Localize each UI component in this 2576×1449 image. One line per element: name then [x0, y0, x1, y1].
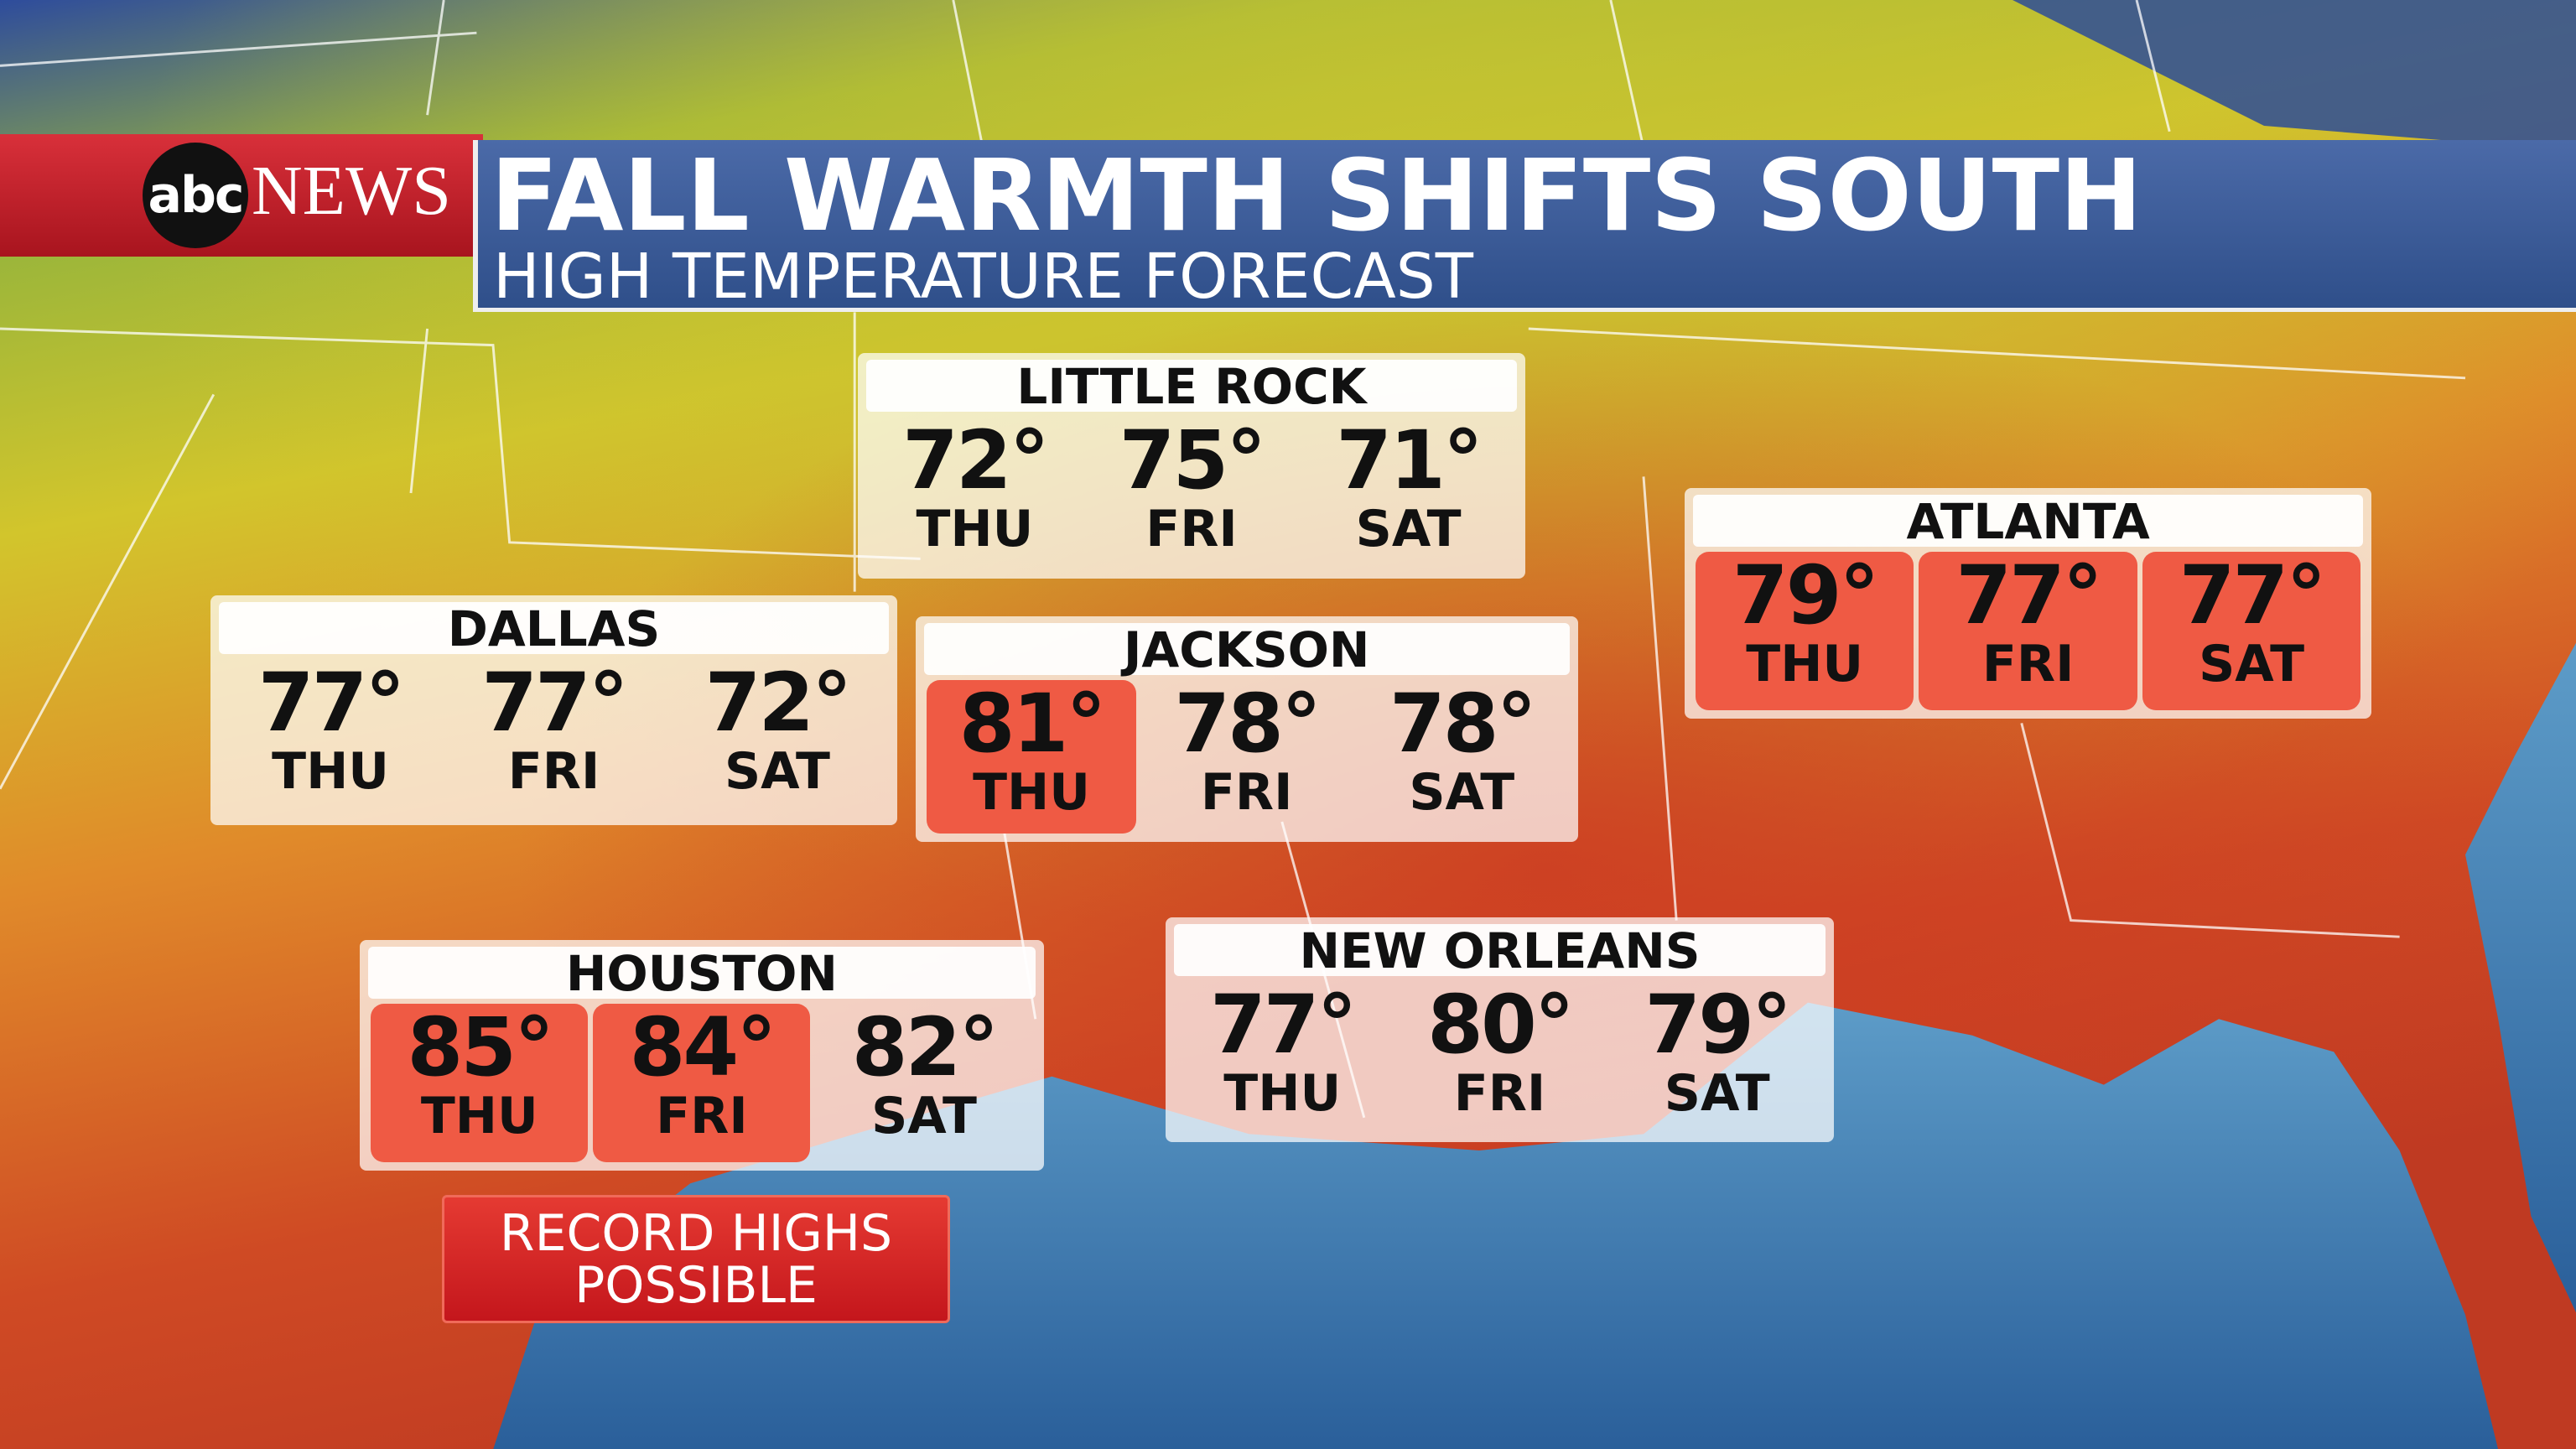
network-name: NEWS: [252, 152, 451, 230]
subtitle: HIGH TEMPERATURE FORECAST: [493, 241, 1473, 313]
city-panel: ATLANTA 79° THU 77° FRI 77° SAT: [1685, 488, 2372, 719]
forecast-cell: 84° FRI: [593, 1000, 811, 1162]
city-panel: HOUSTON 85° THU 84° FRI 82° SAT: [360, 940, 1044, 1171]
city-name: HOUSTON: [368, 947, 1036, 1000]
city-panel: NEW ORLEANS 77° THU 80° FRI 79° SAT: [1165, 917, 1835, 1143]
forecast-cell: 77° FRI: [444, 659, 662, 817]
day-label: THU: [420, 1087, 538, 1146]
day-label: FRI: [1145, 500, 1238, 559]
forecast-cell: 82° SAT: [815, 1004, 1032, 1161]
day-label: SAT: [871, 1087, 977, 1146]
forecast-cell: 77° SAT: [2142, 548, 2361, 710]
forecast-cell: 72° SAT: [668, 659, 886, 817]
day-label: SAT: [1664, 1063, 1770, 1123]
day-label: THU: [1223, 1063, 1342, 1123]
day-label: FRI: [1981, 635, 2075, 694]
temperature: 78°: [1174, 677, 1322, 771]
forecast-cell: 71° SAT: [1302, 417, 1514, 570]
temperature: 77°: [1209, 977, 1358, 1072]
temperature: 77°: [257, 655, 406, 750]
title-bar: [473, 140, 2576, 312]
day-label: FRI: [1200, 763, 1293, 822]
temperature: 72°: [902, 413, 1050, 508]
note-line: POSSIBLE: [574, 1256, 818, 1315]
temperature: 75°: [1119, 413, 1267, 508]
temperature: 82°: [851, 1000, 1000, 1095]
temperature: 71°: [1336, 413, 1483, 508]
forecast-cell: 72° THU: [869, 417, 1081, 570]
temperature: 81°: [958, 677, 1107, 771]
temperature: 77°: [2179, 548, 2327, 643]
temperature: 79°: [1644, 977, 1792, 1072]
temperature: 80°: [1427, 977, 1575, 1072]
forecast-cell: 78° FRI: [1141, 680, 1352, 834]
day-label: THU: [916, 500, 1034, 559]
day-label: SAT: [2199, 635, 2305, 694]
day-label: FRI: [1453, 1063, 1546, 1123]
day-label: FRI: [507, 741, 600, 801]
forecast-cell: 79° THU: [1696, 548, 1914, 710]
temperature: 77°: [1955, 548, 2103, 643]
city-name: NEW ORLEANS: [1173, 923, 1826, 978]
city-panel: DALLAS 77° THU 77° FRI 72° SAT: [210, 595, 898, 825]
forecast-cell: 77° THU: [221, 659, 439, 817]
day-label: FRI: [656, 1087, 748, 1146]
title: FALL WARMTH SHIFTS SOUTH: [491, 138, 2142, 253]
forecast-cell: 77° FRI: [1919, 548, 2137, 710]
logo: abc: [143, 143, 248, 248]
city-panel: JACKSON 81° THU 78° FRI 78° SAT: [915, 616, 1578, 842]
forecast-cell: 77° THU: [1176, 981, 1389, 1135]
temperature: 78°: [1389, 677, 1537, 771]
forecast-cell: 75° FRI: [1086, 417, 1298, 570]
city-name: ATLANTA: [1693, 495, 2364, 548]
city-panel: LITTLE ROCK 72° THU 75° FRI 71° SAT: [858, 353, 1525, 579]
forecast-cell: 80° FRI: [1394, 981, 1606, 1135]
day-label: THU: [973, 763, 1090, 822]
temperature: 72°: [704, 655, 853, 750]
record-note: RECORD HIGHS POSSIBLE: [442, 1195, 950, 1323]
day-label: THU: [1746, 635, 1864, 694]
temperature: 77°: [481, 655, 629, 750]
temperature: 79°: [1732, 548, 1880, 643]
city-name: DALLAS: [218, 601, 890, 656]
forecast-cell: 85° THU: [371, 1000, 589, 1162]
note-line: RECORD HIGHS: [499, 1204, 893, 1263]
city-name: JACKSON: [923, 623, 1570, 677]
forecast-cell: 81° THU: [926, 677, 1137, 834]
forecast-cell: 78° SAT: [1357, 680, 1567, 834]
temperature: 85°: [407, 1000, 554, 1095]
day-label: SAT: [1409, 763, 1515, 822]
city-name: LITTLE ROCK: [866, 360, 1517, 413]
temperature: 84°: [629, 1000, 777, 1095]
day-label: SAT: [1355, 500, 1462, 559]
day-label: SAT: [724, 741, 830, 801]
forecast-cell: 79° SAT: [1611, 981, 1823, 1135]
day-label: THU: [272, 741, 390, 801]
